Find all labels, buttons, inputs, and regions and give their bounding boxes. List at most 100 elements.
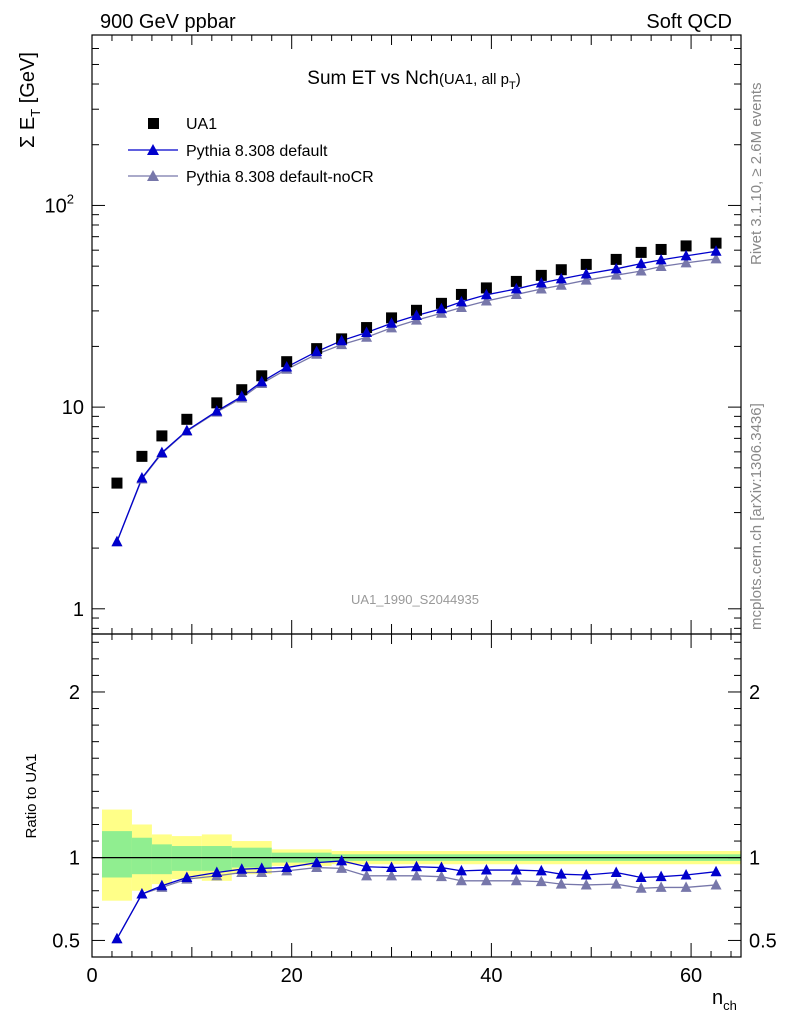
title-close: ) (516, 71, 521, 88)
ratio-point-default (535, 864, 547, 876)
ratio-point-default (455, 864, 467, 876)
data-point-ua1 (610, 253, 622, 265)
ratio-point-default (256, 862, 268, 873)
ratio-point-nocr (361, 869, 373, 881)
data-point-nocr (610, 269, 622, 280)
header-right: Soft QCD (646, 11, 732, 33)
legend-label-nocr: Pythia 8.308 default-noCR (186, 169, 374, 186)
ratio-point-nocr (655, 881, 667, 892)
y-tick-label-top: 1 (73, 599, 84, 621)
data-point-default (336, 334, 348, 346)
main-title: Sum ET vs Nch(UA1, all pT) (307, 68, 520, 92)
data-point-default (181, 424, 193, 436)
ratio-point-default (635, 871, 647, 882)
data-point-ua1 (480, 282, 492, 294)
uncertainty-band-inner (101, 831, 132, 878)
data-point-default (435, 302, 447, 314)
data-point-default (710, 245, 722, 256)
data-point-ua1 (236, 384, 248, 396)
side-text-top: Rivet 3.1.10, ≥ 2.6M events (748, 83, 765, 266)
x-tick-label: 0 (86, 965, 97, 987)
ylabel-unit: [GeV] (17, 52, 39, 109)
data-point-ua1 (580, 258, 592, 270)
ratio-point-default (156, 879, 168, 891)
data-point-ua1 (156, 430, 168, 442)
data-point-default (281, 361, 293, 372)
ylabel-sigma: Σ E (17, 117, 39, 148)
data-point-ua1 (655, 243, 667, 255)
y-tick-label-ratio-left: 1 (69, 848, 80, 870)
data-point-default (111, 535, 123, 547)
y-tick-label-exponent: 2 (67, 191, 74, 206)
ratio-point-default (710, 865, 722, 877)
watermark: UA1_1990_S2044935 (351, 592, 479, 607)
ratio-point-nocr (480, 874, 492, 886)
uncertainty-band-inner (151, 844, 172, 875)
ratio-point-default (411, 860, 422, 872)
data-point-ua1 (510, 275, 522, 287)
data-point-nocr (710, 252, 722, 264)
data-point-default (311, 345, 323, 357)
ratio-point-default (580, 869, 592, 880)
ratio-point-default (480, 864, 492, 875)
y-tick-label-ratio-right: 1 (749, 848, 760, 870)
ratio-point-nocr (680, 881, 692, 892)
data-point-ua1 (635, 246, 647, 258)
data-point-default (535, 277, 547, 288)
y-axis-label-ratio: Ratio to UA1 (23, 753, 40, 838)
data-point-default (480, 288, 492, 300)
ratio-point-nocr (555, 878, 567, 889)
ratio-frame (91, 633, 742, 958)
ratio-point-default (680, 869, 692, 880)
side-text-bottom: mcplots.cern.ch [arXiv:1306.3436] (748, 403, 765, 630)
title-suffix: (UA1, all p (439, 71, 509, 88)
ratio-point-default (555, 868, 567, 879)
y-tick-label-base: 10 (45, 195, 67, 217)
ylabel-sub: T (28, 109, 43, 117)
ratio-point-nocr (336, 862, 348, 873)
ratio-panel: 0.5 0.51 12 20 20 40 60 (52, 633, 777, 987)
data-point-nocr (635, 265, 647, 276)
data-point-default (610, 262, 622, 274)
data-point-default (635, 257, 647, 269)
ratio-point-default (610, 866, 622, 878)
y-tick-label-base: 1 (73, 599, 84, 621)
data-point-ua1 (680, 240, 692, 252)
data-point-default (580, 268, 592, 279)
legend-marker-default (147, 144, 159, 155)
x-axis-label: nch (712, 987, 737, 1013)
ratio-point-default (281, 861, 293, 873)
data-point-ua1 (535, 269, 547, 281)
ratio-point-default (211, 866, 223, 878)
data-point-default (510, 282, 522, 294)
data-point-nocr (535, 283, 547, 294)
ratio-point-default (386, 861, 398, 873)
data-point-ua1 (455, 288, 467, 300)
xlabel-main: n (712, 987, 723, 1009)
ratio-point-default (236, 863, 248, 874)
uncertainty-band-inner (131, 837, 152, 875)
legend-label-default: Pythia 8.308 default (186, 143, 328, 160)
data-point-default (555, 272, 567, 284)
data-point-ua1 (136, 450, 148, 462)
y-axis-label-top: Σ ET [GeV] (17, 52, 43, 148)
ratio-point-nocr (535, 875, 547, 887)
xlabel-sub: ch (723, 998, 737, 1013)
y-tick-label-top: 102 (45, 191, 74, 217)
ratio-point-default (361, 860, 373, 872)
data-point-nocr (455, 301, 467, 312)
data-point-default (156, 446, 168, 458)
data-point-nocr (580, 274, 592, 285)
y-tick-label-ratio-right: 0.5 (749, 930, 777, 952)
x-tick-label: 20 (281, 965, 303, 987)
legend-marker-nocr (147, 170, 159, 181)
data-point-default (655, 253, 667, 265)
ratio-point-nocr (435, 870, 447, 882)
data-point-ua1 (256, 370, 268, 382)
title-sub: T (509, 80, 516, 92)
ratio-point-default (136, 888, 148, 899)
ratio-point-nocr (411, 869, 422, 881)
data-point-nocr (555, 279, 567, 290)
data-point-default (386, 317, 398, 328)
data-point-ua1 (111, 477, 123, 489)
